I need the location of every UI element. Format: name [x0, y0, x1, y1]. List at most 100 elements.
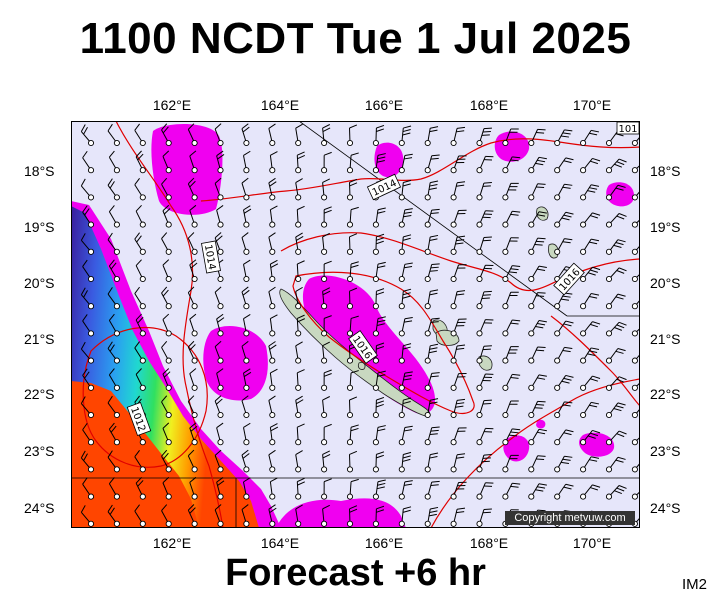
wind-barb — [398, 480, 413, 500]
wind-barb — [424, 126, 439, 147]
wind-barb — [108, 205, 120, 228]
map-frame — [71, 121, 640, 528]
wind-barb — [321, 369, 332, 391]
wind-barb — [631, 382, 640, 391]
wind-barb — [243, 314, 251, 337]
wind-barb — [216, 313, 225, 337]
wind-barb — [295, 123, 303, 147]
wind-barb — [605, 376, 627, 391]
wind-barb — [424, 317, 440, 337]
wind-barb — [372, 479, 386, 500]
wind-barb — [162, 150, 172, 174]
wind-barb — [450, 181, 466, 201]
wind-barb — [554, 183, 573, 201]
wind-barb — [554, 211, 574, 228]
lon-label-166-bottom: 166°E — [364, 535, 404, 551]
wind-barb — [268, 177, 277, 201]
wind-barb — [161, 123, 172, 147]
wind-barb — [424, 234, 439, 255]
wind-barb — [189, 259, 198, 283]
wind-barb — [82, 150, 95, 174]
wind-barb — [554, 157, 574, 174]
wind-barb — [134, 232, 146, 255]
wind-barb — [189, 368, 198, 391]
rain-cell-southeast-a — [503, 435, 530, 462]
wind-barb — [528, 237, 546, 255]
wind-barb — [134, 450, 146, 473]
wind-barb — [424, 480, 440, 500]
wind-barb — [346, 505, 358, 527]
wind-barb — [241, 340, 250, 364]
wind-barb — [82, 368, 95, 391]
wind-barb — [214, 232, 224, 255]
wind-barb — [346, 396, 358, 419]
wind-barb — [502, 210, 521, 228]
wind-barb — [241, 504, 250, 527]
wind-barb — [346, 478, 359, 500]
boundary-northeast — [298, 121, 568, 317]
wind-barb — [321, 341, 330, 364]
wind-barb — [450, 290, 466, 310]
wind-barb — [80, 341, 95, 364]
wind-barb — [398, 125, 412, 147]
lon-label-168-top: 168°E — [469, 97, 509, 113]
wind-barb — [295, 341, 303, 364]
wind-barb — [372, 233, 385, 255]
wind-barb — [161, 449, 172, 473]
wind-barb — [108, 422, 120, 446]
wind-barb — [135, 150, 146, 174]
rain-cell-west — [203, 326, 268, 401]
wind-barb — [372, 396, 385, 419]
wind-barb — [398, 371, 413, 391]
wind-barb — [268, 123, 276, 147]
wind-barb — [398, 288, 412, 310]
lon-label-162-bottom: 162°E — [152, 535, 192, 551]
wind-barb — [580, 157, 601, 174]
wind-barb — [295, 504, 303, 527]
wind-barb — [346, 287, 358, 310]
isobar-label-text: 1014 — [202, 244, 217, 271]
wind-barb — [214, 286, 224, 310]
wind-barb — [424, 343, 439, 364]
lat-label-22-left: 22°S — [24, 386, 55, 402]
wind-barb — [502, 482, 521, 500]
lat-label-23-right: 23°S — [650, 443, 681, 459]
wind-barb — [134, 286, 146, 310]
wind-barb — [554, 429, 574, 446]
wind-barb — [321, 396, 330, 419]
wind-barb — [398, 208, 413, 228]
lon-label-162-top: 162°E — [152, 97, 192, 113]
wind-barb — [476, 345, 492, 364]
wind-barb — [528, 292, 546, 310]
wind-barb — [502, 237, 519, 255]
wind-barb — [605, 267, 627, 283]
wind-barb — [424, 263, 440, 283]
wind-barb — [580, 184, 600, 201]
wind-barb — [295, 260, 305, 283]
wind-barb — [135, 259, 146, 283]
wind-barb — [80, 178, 95, 201]
wind-barb — [424, 426, 440, 446]
wind-barb — [82, 259, 95, 283]
wind-barb — [528, 374, 547, 391]
wind-barb — [580, 293, 600, 310]
small-islet — [357, 362, 366, 370]
wind-barb — [528, 320, 547, 337]
wind-barb — [187, 286, 198, 310]
wind-barb — [554, 374, 574, 391]
rain-cell-east-edge — [606, 182, 635, 207]
wind-barb — [161, 504, 172, 527]
lon-label-164-top: 164°E — [260, 97, 300, 113]
wind-barb — [187, 504, 198, 527]
map-title: 1100 NCDT Tue 1 Jul 2025 — [79, 14, 632, 63]
wind-barb — [80, 450, 95, 473]
wind-barb — [321, 124, 331, 147]
wind-barb — [243, 259, 251, 283]
wind-barb — [605, 321, 627, 337]
wind-barb — [424, 208, 440, 228]
wind-barb — [216, 422, 224, 446]
wind-barb — [580, 129, 600, 147]
wind-barb — [162, 422, 172, 446]
rain-cell-north-center — [374, 142, 404, 178]
wind-barb — [321, 504, 330, 527]
